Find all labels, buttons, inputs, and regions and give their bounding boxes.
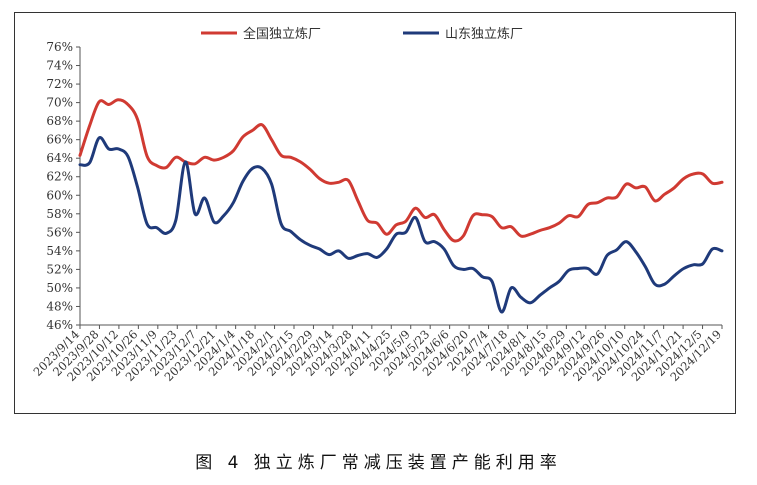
y-tick-label: 60% [46,188,73,202]
y-tick-label: 68% [46,114,73,128]
y-tick-label: 56% [46,225,73,239]
legend-label-shandong: 山东独立炼厂 [445,27,523,42]
y-tick-label: 52% [46,262,73,276]
series-lines [78,98,724,314]
axes [79,47,722,326]
y-tick-label: 62% [46,170,73,184]
y-tick-label: 74% [46,59,73,73]
y-tick-label: 64% [46,151,73,165]
y-tick-label: 58% [46,207,73,221]
y-tick-label: 70% [46,96,73,110]
y-tick-label: 48% [46,299,73,313]
y-tick-labels: 46% 48% 50% 52% 54% 56% 58% 60% 62% 64% 66% 68% 70% 7… [46,40,80,332]
legend-label-national: 全国独立炼厂 [243,26,321,42]
y-tick-label: 72% [46,77,73,91]
y-tick-label: 76% [46,40,73,54]
chart-frame [14,12,736,414]
figure-caption: 图 4 独立炼厂常减压装置产能利用率 [195,453,562,473]
series-line-shandong [78,136,724,314]
x-tick-labels: 2023/9/142023/9/282023/10/122023/10/2620… [31,325,724,384]
legend: 全国独立炼厂 山东独立炼厂 [201,26,523,42]
y-tick-label: 54% [46,244,73,258]
y-tick-label: 66% [46,133,73,147]
line-chart: 46% 48% 50% 52% 54% 56% 58% 60% 62% 64% 66% 68% 70% 7… [31,26,725,384]
y-tick-label: 46% [46,318,73,332]
y-tick-label: 50% [46,281,73,295]
